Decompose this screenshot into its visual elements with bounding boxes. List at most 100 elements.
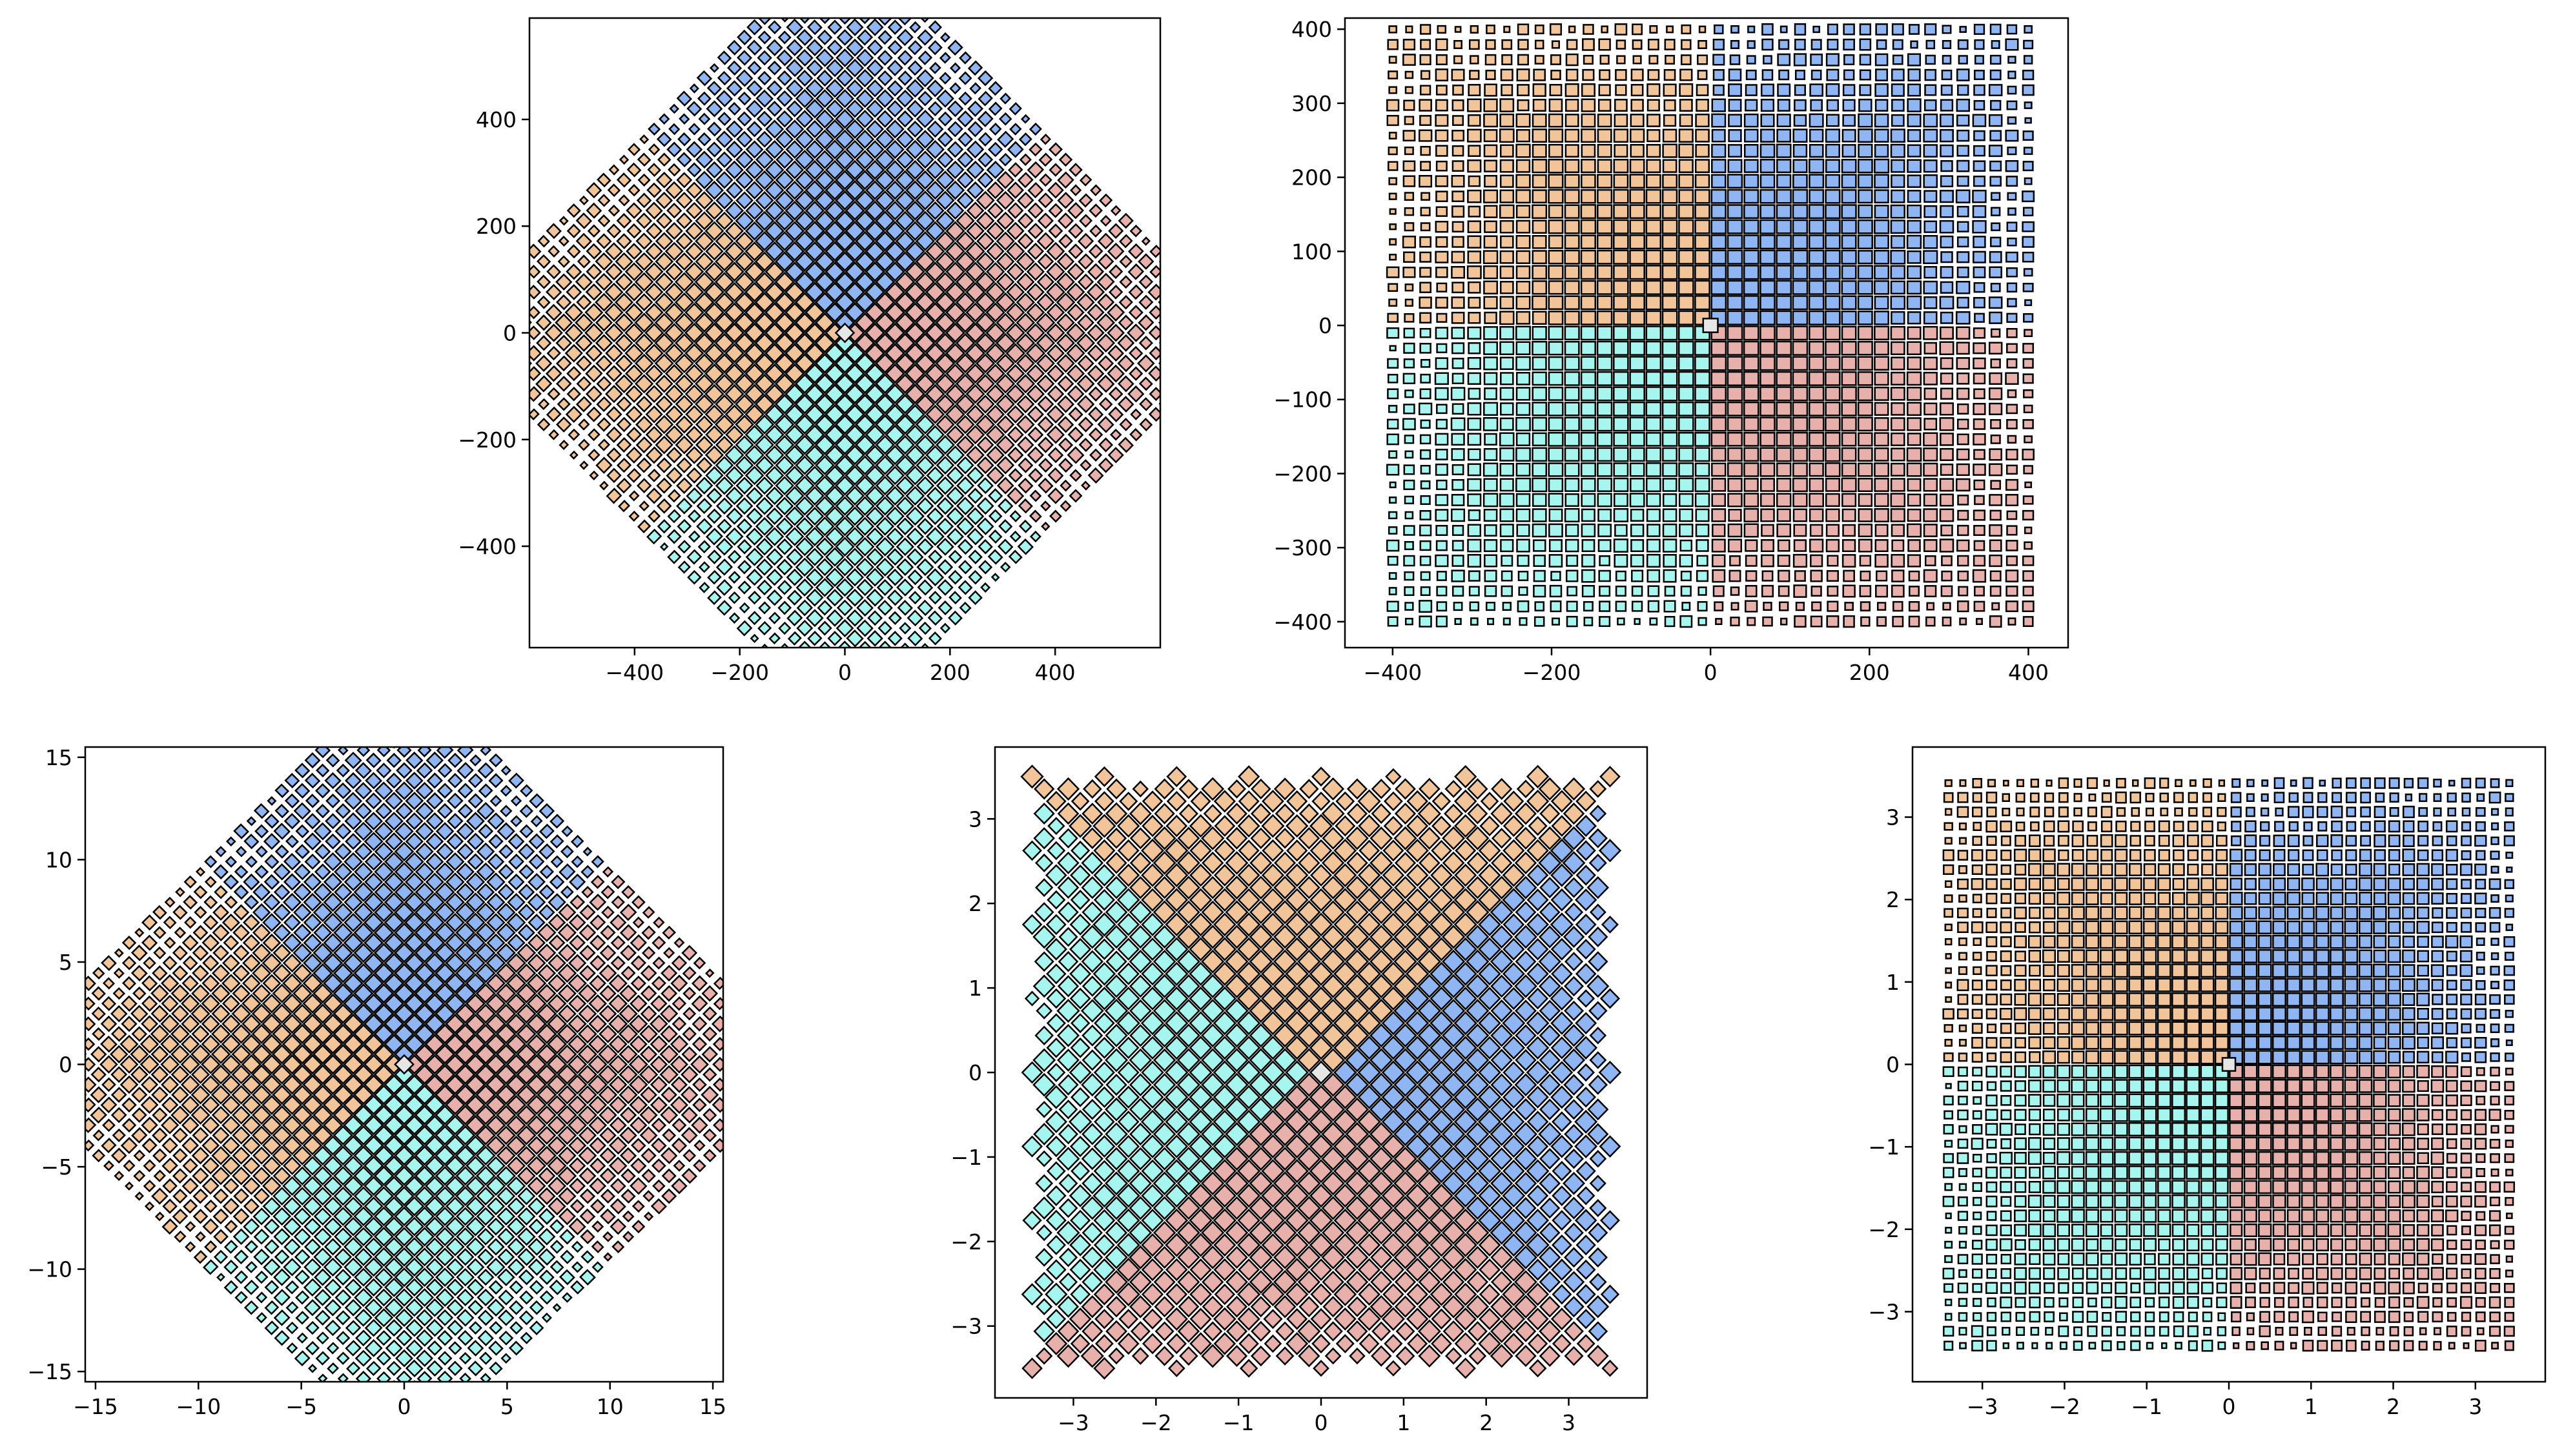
- grid-cell: [1794, 84, 1806, 96]
- grid-cell: [425, 1216, 445, 1236]
- grid-cell: [1956, 372, 1970, 385]
- grid-cell: [1793, 539, 1807, 552]
- grid-cell: [806, 39, 824, 57]
- grid-cell: [1743, 234, 1759, 250]
- grid-cell: [455, 1064, 476, 1085]
- grid-cell: [986, 405, 1005, 424]
- grid-cell: [313, 1023, 333, 1044]
- grid-cell: [1974, 70, 1985, 81]
- grid-cell: [1629, 219, 1645, 234]
- grid-cell: [2005, 569, 2019, 582]
- grid-cell: [630, 975, 646, 991]
- grid-cell: [836, 69, 854, 87]
- grid-cell: [712, 1056, 723, 1072]
- grid-cell: [814, 313, 835, 333]
- grid-cell: [745, 528, 764, 546]
- grid-cell: [252, 1105, 272, 1125]
- grid-cell: [675, 395, 693, 414]
- grid-cell: [172, 1208, 189, 1225]
- grid-cell: [628, 183, 641, 197]
- grid-cell: [846, 588, 864, 607]
- grid-cell: [1451, 160, 1464, 172]
- grid-cell: [404, 1074, 425, 1095]
- grid-cell: [599, 1025, 617, 1043]
- grid-cell: [875, 353, 896, 374]
- grid-cell: [364, 953, 384, 974]
- grid-cell: [1387, 616, 1399, 627]
- grid-cell: [1551, 40, 1560, 49]
- grid-cell: [568, 1157, 586, 1174]
- grid-cell: [631, 1200, 645, 1213]
- grid-cell: [670, 974, 688, 992]
- grid-cell: [1435, 418, 1448, 429]
- grid-cell: [1989, 509, 2002, 521]
- grid-cell: [2022, 373, 2034, 384]
- grid-cell: [527, 1136, 546, 1155]
- grid-cell: [975, 313, 996, 333]
- grid-cell: [815, 475, 835, 496]
- grid-cell: [1645, 477, 1661, 493]
- grid-cell: [1238, 1333, 1259, 1355]
- grid-cell: [775, 497, 794, 515]
- grid-cell: [498, 1330, 514, 1346]
- grid-cell: [267, 795, 277, 806]
- grid-cell: [1034, 1271, 1054, 1293]
- grid-cell: [2022, 130, 2034, 141]
- grid-cell: [786, 548, 804, 566]
- grid-cell: [384, 1155, 404, 1176]
- grid-cell: [896, 517, 914, 536]
- grid-cell: [956, 231, 975, 251]
- grid-cell: [1645, 310, 1662, 325]
- grid-cell: [558, 1187, 577, 1205]
- grid-cell: [1613, 493, 1628, 508]
- grid-cell: [1727, 265, 1743, 280]
- grid-cell: [364, 1257, 384, 1277]
- grid-cell: [856, 48, 874, 67]
- grid-cell: [1070, 1333, 1091, 1354]
- grid-cell: [424, 1196, 445, 1216]
- grid-cell: [571, 1240, 584, 1253]
- grid-cell: [916, 130, 935, 149]
- grid-cell: [579, 945, 596, 961]
- grid-cell: [174, 927, 187, 939]
- grid-cell: [690, 1055, 709, 1074]
- grid-cell: [624, 303, 644, 322]
- grid-cell: [1018, 519, 1032, 533]
- grid-cell: [1924, 84, 1937, 96]
- grid-cell: [1745, 99, 1758, 112]
- grid-cell: [1165, 1307, 1188, 1331]
- grid-cell: [333, 1125, 353, 1145]
- grid-cell: [1874, 144, 1889, 158]
- grid-cell: [1129, 427, 1143, 442]
- grid-cell: [1792, 493, 1808, 508]
- grid-cell: [1761, 23, 1774, 36]
- grid-cell: [446, 1258, 464, 1277]
- grid-cell: [1081, 480, 1091, 491]
- grid-cell: [805, 200, 825, 221]
- grid-cell: [336, 1351, 350, 1365]
- grid-cell: [875, 333, 896, 353]
- grid-cell: [1678, 159, 1694, 173]
- grid-cell: [636, 457, 652, 473]
- grid-cell: [455, 1166, 475, 1186]
- grid-cell: [537, 1105, 557, 1125]
- grid-cell: [754, 231, 775, 251]
- grid-cell: [1891, 114, 1905, 127]
- grid-cell: [1645, 401, 1662, 416]
- grid-cell: [1165, 1283, 1188, 1306]
- grid-cell: [192, 1209, 209, 1224]
- grid-cell: [376, 1371, 391, 1382]
- grid-cell: [865, 241, 885, 261]
- grid-cell: [985, 323, 1005, 343]
- grid-cell: [1435, 433, 1449, 446]
- grid-cell: [1792, 174, 1808, 189]
- grid-cell: [1974, 39, 1985, 50]
- grid-cell: [529, 365, 542, 382]
- grid-cell: [755, 210, 775, 231]
- grid-cell: [262, 1074, 282, 1095]
- grid-cell: [754, 292, 775, 313]
- grid-cell: [679, 113, 690, 125]
- grid-cell: [926, 507, 944, 526]
- grid-cell: [1891, 68, 1905, 81]
- grid-cell: [725, 527, 744, 546]
